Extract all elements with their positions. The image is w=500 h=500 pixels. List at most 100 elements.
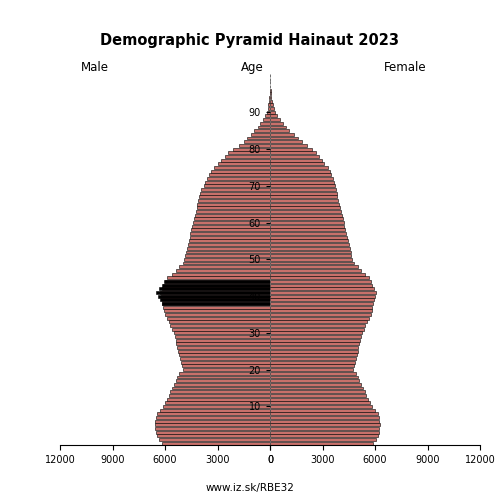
Bar	[254, 129, 270, 132]
Bar	[270, 140, 302, 143]
Bar	[177, 376, 270, 378]
Bar	[270, 401, 370, 404]
Bar	[172, 272, 270, 276]
Bar	[270, 376, 358, 378]
Bar	[162, 442, 270, 444]
Bar	[270, 258, 352, 261]
Bar	[270, 100, 272, 102]
Bar	[162, 302, 270, 305]
Bar	[193, 221, 270, 224]
Bar	[270, 398, 368, 400]
Bar	[270, 210, 341, 213]
Bar	[196, 210, 270, 213]
Bar	[270, 221, 344, 224]
Bar	[270, 133, 293, 136]
Bar	[270, 202, 339, 205]
Bar	[270, 254, 351, 257]
Bar	[270, 180, 334, 184]
Bar	[198, 199, 270, 202]
Bar	[270, 372, 356, 375]
Bar	[160, 408, 270, 412]
Bar	[270, 434, 378, 438]
Bar	[176, 379, 270, 382]
Bar	[156, 420, 270, 422]
Bar	[270, 350, 358, 352]
Bar	[224, 155, 270, 158]
Bar	[270, 265, 358, 268]
Bar	[270, 214, 342, 216]
Bar	[270, 155, 319, 158]
Bar	[270, 206, 340, 210]
Bar	[270, 269, 361, 272]
Bar	[270, 144, 307, 147]
Bar	[167, 276, 270, 279]
Bar	[174, 332, 270, 334]
Bar	[196, 206, 270, 210]
Bar	[204, 184, 270, 188]
Bar	[270, 111, 276, 114]
Bar	[270, 118, 280, 121]
Bar	[188, 240, 270, 242]
Bar	[238, 144, 270, 147]
Bar	[270, 394, 366, 397]
Bar	[179, 265, 270, 268]
Bar	[195, 214, 270, 216]
Bar	[210, 170, 270, 172]
Text: Male: Male	[81, 61, 109, 74]
Bar	[270, 291, 376, 294]
Bar	[177, 346, 270, 349]
Bar	[176, 342, 270, 345]
Bar	[187, 247, 270, 250]
Bar	[270, 420, 380, 422]
Bar	[164, 280, 270, 283]
Bar	[270, 430, 378, 434]
Bar	[270, 379, 359, 382]
Bar	[270, 324, 366, 327]
Bar	[160, 298, 270, 301]
Bar	[270, 196, 338, 198]
Bar	[157, 434, 270, 438]
Bar	[270, 126, 286, 128]
Bar	[194, 218, 270, 220]
Bar	[158, 294, 270, 298]
Text: Demographic Pyramid Hainaut 2023: Demographic Pyramid Hainaut 2023	[100, 32, 400, 48]
Bar	[206, 180, 270, 184]
Text: www.iz.sk/RBE32: www.iz.sk/RBE32	[206, 482, 294, 492]
Bar	[268, 104, 270, 106]
Bar	[228, 152, 270, 154]
Bar	[270, 162, 324, 165]
Bar	[270, 192, 336, 194]
Bar	[168, 394, 270, 397]
Bar	[270, 96, 272, 99]
Bar	[270, 339, 360, 342]
Bar	[160, 294, 270, 298]
Bar	[270, 438, 376, 441]
Bar	[270, 298, 374, 301]
Bar	[270, 136, 298, 140]
Bar	[207, 177, 270, 180]
Bar	[165, 401, 270, 404]
Bar	[270, 232, 346, 235]
Bar	[170, 324, 270, 327]
Bar	[270, 276, 369, 279]
Bar	[270, 240, 348, 242]
Bar	[270, 280, 370, 283]
Bar	[165, 280, 270, 283]
Bar	[188, 243, 270, 246]
Bar	[209, 174, 270, 176]
Bar	[190, 236, 270, 239]
Bar	[270, 408, 375, 412]
Bar	[270, 357, 356, 360]
Bar	[270, 288, 374, 290]
Bar	[270, 104, 273, 106]
Bar	[270, 184, 335, 188]
Bar	[186, 250, 270, 254]
Bar	[251, 133, 270, 136]
Bar	[163, 306, 270, 308]
Bar	[270, 386, 363, 390]
Bar	[270, 390, 364, 393]
Bar	[270, 416, 378, 419]
Bar	[266, 111, 270, 114]
Bar	[270, 364, 354, 368]
Bar	[159, 438, 270, 441]
